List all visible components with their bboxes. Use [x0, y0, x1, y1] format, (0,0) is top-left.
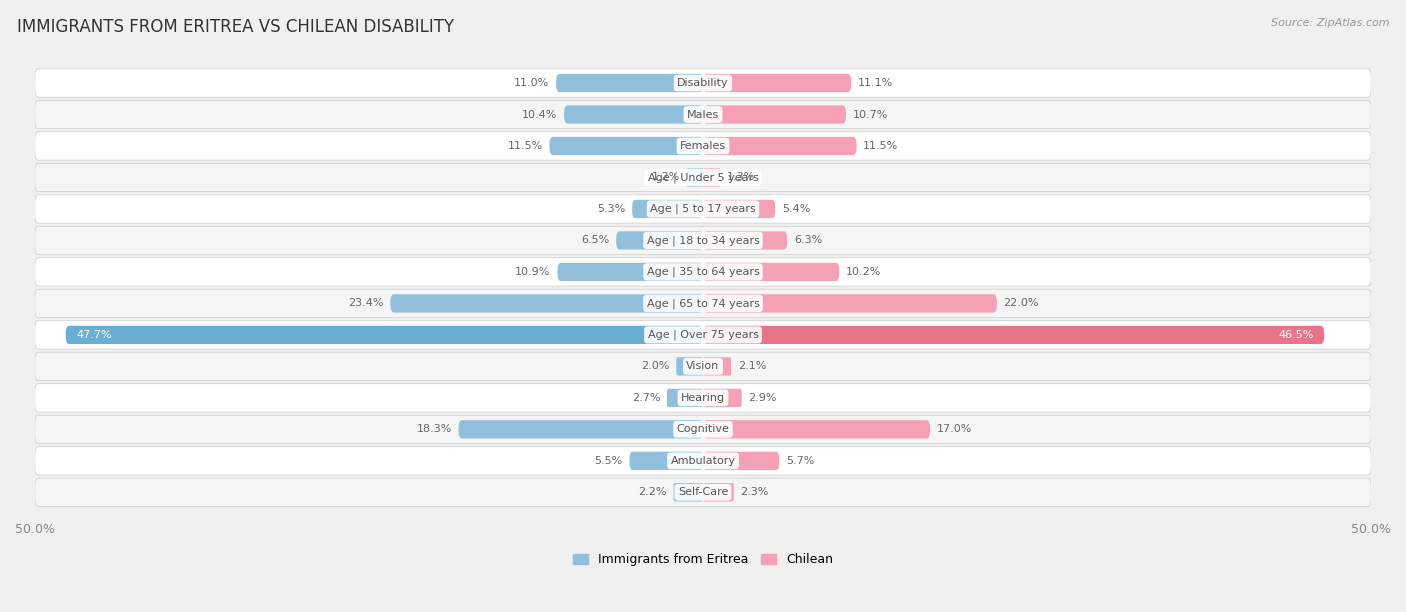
FancyBboxPatch shape — [391, 294, 703, 313]
Text: 1.2%: 1.2% — [652, 173, 681, 182]
Text: 11.1%: 11.1% — [858, 78, 893, 88]
FancyBboxPatch shape — [703, 200, 775, 218]
FancyBboxPatch shape — [703, 137, 856, 155]
FancyBboxPatch shape — [35, 195, 1371, 223]
FancyBboxPatch shape — [35, 100, 1371, 129]
Text: Age | Under 5 years: Age | Under 5 years — [648, 172, 758, 183]
FancyBboxPatch shape — [666, 389, 703, 407]
Text: Males: Males — [688, 110, 718, 119]
FancyBboxPatch shape — [458, 420, 703, 438]
Text: Females: Females — [681, 141, 725, 151]
FancyBboxPatch shape — [550, 137, 703, 155]
Text: 2.2%: 2.2% — [638, 487, 666, 498]
Text: Age | 5 to 17 years: Age | 5 to 17 years — [650, 204, 756, 214]
Text: 2.0%: 2.0% — [641, 361, 669, 371]
Text: Self-Care: Self-Care — [678, 487, 728, 498]
Text: 2.1%: 2.1% — [738, 361, 766, 371]
FancyBboxPatch shape — [676, 357, 703, 376]
Text: Age | Over 75 years: Age | Over 75 years — [648, 330, 758, 340]
FancyBboxPatch shape — [35, 353, 1371, 381]
Text: Source: ZipAtlas.com: Source: ZipAtlas.com — [1271, 18, 1389, 28]
FancyBboxPatch shape — [555, 74, 703, 92]
FancyBboxPatch shape — [557, 263, 703, 281]
FancyBboxPatch shape — [66, 326, 703, 344]
FancyBboxPatch shape — [703, 357, 731, 376]
Text: 18.3%: 18.3% — [416, 424, 451, 435]
Text: 10.9%: 10.9% — [516, 267, 551, 277]
Text: 10.2%: 10.2% — [846, 267, 882, 277]
Text: 5.4%: 5.4% — [782, 204, 810, 214]
Text: 17.0%: 17.0% — [936, 424, 972, 435]
Text: 22.0%: 22.0% — [1004, 299, 1039, 308]
FancyBboxPatch shape — [35, 289, 1371, 318]
FancyBboxPatch shape — [703, 263, 839, 281]
Text: 46.5%: 46.5% — [1278, 330, 1313, 340]
Text: 6.5%: 6.5% — [581, 236, 609, 245]
FancyBboxPatch shape — [35, 69, 1371, 97]
FancyBboxPatch shape — [703, 231, 787, 250]
FancyBboxPatch shape — [35, 226, 1371, 255]
Text: 11.5%: 11.5% — [863, 141, 898, 151]
FancyBboxPatch shape — [35, 478, 1371, 507]
FancyBboxPatch shape — [633, 200, 703, 218]
FancyBboxPatch shape — [703, 483, 734, 501]
FancyBboxPatch shape — [703, 74, 851, 92]
Text: Age | 18 to 34 years: Age | 18 to 34 years — [647, 235, 759, 245]
Text: 5.5%: 5.5% — [595, 456, 623, 466]
Text: 23.4%: 23.4% — [349, 299, 384, 308]
Text: IMMIGRANTS FROM ERITREA VS CHILEAN DISABILITY: IMMIGRANTS FROM ERITREA VS CHILEAN DISAB… — [17, 18, 454, 36]
FancyBboxPatch shape — [703, 294, 997, 313]
Text: 2.3%: 2.3% — [741, 487, 769, 498]
FancyBboxPatch shape — [703, 420, 931, 438]
Text: 2.9%: 2.9% — [748, 393, 778, 403]
FancyBboxPatch shape — [703, 168, 720, 187]
Text: 47.7%: 47.7% — [76, 330, 112, 340]
Text: 5.3%: 5.3% — [598, 204, 626, 214]
Text: Vision: Vision — [686, 361, 720, 371]
FancyBboxPatch shape — [35, 132, 1371, 160]
Text: 2.7%: 2.7% — [631, 393, 661, 403]
FancyBboxPatch shape — [673, 483, 703, 501]
FancyBboxPatch shape — [35, 321, 1371, 349]
FancyBboxPatch shape — [564, 105, 703, 124]
Legend: Immigrants from Eritrea, Chilean: Immigrants from Eritrea, Chilean — [568, 548, 838, 571]
FancyBboxPatch shape — [630, 452, 703, 470]
FancyBboxPatch shape — [35, 447, 1371, 475]
FancyBboxPatch shape — [35, 163, 1371, 192]
Text: Ambulatory: Ambulatory — [671, 456, 735, 466]
Text: 5.7%: 5.7% — [786, 456, 814, 466]
Text: Age | 35 to 64 years: Age | 35 to 64 years — [647, 267, 759, 277]
Text: Age | 65 to 74 years: Age | 65 to 74 years — [647, 298, 759, 308]
FancyBboxPatch shape — [703, 326, 1324, 344]
FancyBboxPatch shape — [703, 452, 779, 470]
FancyBboxPatch shape — [35, 384, 1371, 412]
FancyBboxPatch shape — [616, 231, 703, 250]
Text: 11.5%: 11.5% — [508, 141, 543, 151]
Text: Hearing: Hearing — [681, 393, 725, 403]
FancyBboxPatch shape — [703, 105, 846, 124]
Text: 6.3%: 6.3% — [794, 236, 823, 245]
FancyBboxPatch shape — [35, 258, 1371, 286]
Text: Cognitive: Cognitive — [676, 424, 730, 435]
Text: 11.0%: 11.0% — [515, 78, 550, 88]
Text: 1.3%: 1.3% — [727, 173, 755, 182]
Text: 10.4%: 10.4% — [522, 110, 557, 119]
FancyBboxPatch shape — [688, 168, 703, 187]
FancyBboxPatch shape — [35, 415, 1371, 444]
FancyBboxPatch shape — [703, 389, 742, 407]
Text: Disability: Disability — [678, 78, 728, 88]
Text: 10.7%: 10.7% — [852, 110, 889, 119]
